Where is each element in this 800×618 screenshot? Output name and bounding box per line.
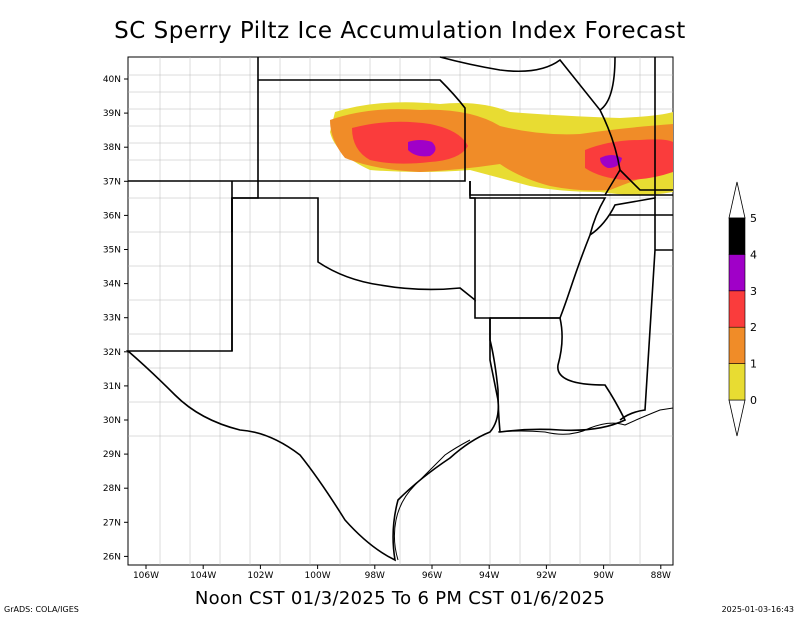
ice-level-3-region (408, 140, 436, 157)
kansas-border (257, 57, 466, 182)
legend-label: 2 (750, 321, 757, 334)
lon-tick-label: 100W (305, 571, 331, 581)
lat-tick-label: 31N (103, 382, 121, 392)
ice-accumulation-shading (330, 102, 673, 195)
lon-tick-label: 98W (365, 571, 385, 581)
lat-tick-label: 28N (103, 484, 121, 494)
illinois-border (599, 56, 673, 198)
lon-tick-label: 94W (479, 571, 499, 581)
legend-swatch (728, 217, 746, 255)
lat-tick-label: 36N (103, 211, 121, 221)
missouri-border (439, 56, 621, 196)
legend-swatch (728, 326, 746, 364)
lat-tick-label: 29N (103, 450, 121, 460)
ice-level-2-region-east (585, 139, 673, 180)
legend-label: 5 (750, 212, 757, 225)
legend-label: 4 (750, 248, 757, 261)
lat-tick-label: 40N (103, 75, 121, 85)
mississippi-border (589, 197, 656, 421)
legend-swatch (728, 363, 746, 401)
lat-tick-label: 26N (103, 552, 121, 562)
lat-tick-label: 37N (103, 177, 121, 187)
legend-bottom-triangle (728, 399, 746, 437)
lon-tick-label: 90W (593, 571, 613, 581)
gulf-coast (393, 407, 674, 561)
lat-tick-label: 33N (103, 314, 121, 324)
arkansas-border (470, 197, 607, 319)
software-credit: GrADS: COLA/IGES (4, 605, 79, 614)
legend-label: 3 (750, 285, 757, 298)
map-title: SC Sperry Piltz Ice Accumulation Index F… (114, 18, 686, 44)
lat-tick-label: 38N (103, 143, 121, 153)
ice-level-3-region-east (600, 155, 622, 168)
legend-label: 0 (750, 394, 757, 407)
state-boundaries (125, 56, 673, 562)
timestamp: 2025-01-03-16:43 (721, 605, 794, 614)
lon-tick-label: 102W (247, 571, 273, 581)
oklahoma-border (232, 181, 476, 302)
lon-tick-label: 96W (422, 571, 442, 581)
lat-tick-label: 35N (103, 246, 121, 256)
texas-border (125, 198, 500, 562)
lon-tick-label: 88W (651, 571, 671, 581)
lat-tick-label: 27N (103, 518, 121, 528)
longitude-axis: 106W 104W 102W 100W 98W 96W 94W 92W 90W 88W (133, 565, 671, 581)
ice-index-legend: 0 1 2 3 4 5 (728, 181, 757, 437)
legend-label: 1 (750, 358, 757, 371)
lat-tick-label: 32N (103, 348, 121, 358)
legend-top-triangle (728, 181, 746, 219)
lon-tick-label: 106W (133, 571, 159, 581)
lon-tick-label: 92W (536, 571, 556, 581)
louisiana-border (489, 317, 627, 433)
valid-period: Noon CST 01/3/2025 To 6 PM CST 01/6/2025 (194, 588, 606, 609)
legend-swatch (728, 290, 746, 328)
lat-tick-label: 34N (103, 280, 121, 290)
lat-tick-label: 39N (103, 109, 121, 119)
tennessee-kentucky-border (605, 194, 673, 251)
latitude-axis: 40N 39N 38N 37N 36N 35N 34N 33N 32N 31N 30N 29N 28N 2… (103, 75, 128, 562)
lon-tick-label: 104W (190, 571, 216, 581)
lat-tick-label: 30N (103, 416, 121, 426)
legend-swatch (728, 254, 746, 292)
